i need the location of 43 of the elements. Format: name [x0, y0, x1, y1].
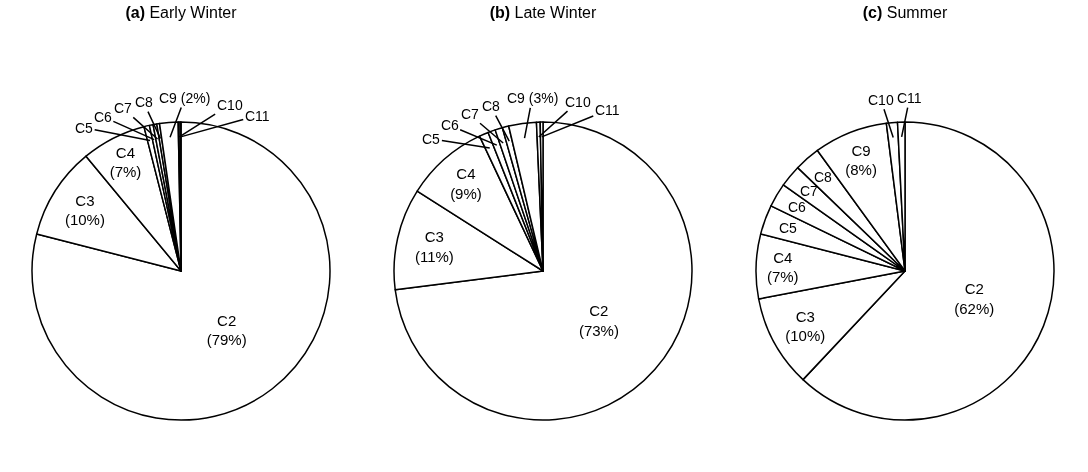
- slice-label: C2: [589, 302, 609, 320]
- slice-label: C10: [565, 94, 591, 110]
- slice-label: C5: [779, 220, 798, 236]
- slice-label: C11: [595, 102, 620, 118]
- slice-label: C11: [245, 108, 270, 124]
- slice-label: C9: [851, 141, 871, 159]
- slice-label: C3: [795, 307, 815, 325]
- data-label: (11%): [414, 247, 454, 265]
- chart-title: (c) Summer: [862, 4, 948, 22]
- slice-label: C2: [217, 311, 237, 329]
- slice-label: C10: [217, 97, 243, 113]
- slice-label: C7: [114, 100, 133, 116]
- slice-label: C5: [75, 120, 94, 136]
- data-label: (10%): [64, 211, 105, 229]
- slice-label: C8: [814, 169, 833, 185]
- slice-label: C9 (3%): [507, 90, 559, 106]
- data-label: (10%): [785, 327, 826, 345]
- data-label: (7%): [109, 163, 142, 181]
- slice-label: C3: [424, 228, 444, 246]
- slice-label: C3: [75, 191, 95, 209]
- slice-label: C9 (2%): [159, 90, 211, 106]
- slice-label: C10: [868, 92, 894, 108]
- chart-title: (b) Late Winter: [489, 4, 598, 22]
- slice-label: C8: [482, 98, 501, 114]
- data-label: (79%): [206, 331, 247, 349]
- data-label: (73%): [578, 321, 619, 339]
- slice-label: C4: [115, 143, 136, 161]
- data-label: (9%): [450, 184, 482, 202]
- data-label: (8%): [845, 161, 877, 179]
- data-label: (7%): [766, 268, 799, 286]
- data-label: (62%): [954, 299, 995, 317]
- slice-label: C8: [135, 94, 154, 110]
- slice-label: C4: [456, 165, 476, 183]
- slice-label: C7: [461, 106, 480, 122]
- slice-label: C2: [964, 280, 984, 298]
- chart-title: (a) Early Winter: [125, 4, 238, 22]
- slice-label: C6: [788, 199, 807, 215]
- slice-label: C11: [897, 90, 922, 106]
- slice-label: C5: [422, 131, 441, 147]
- slice-label: C4: [773, 248, 793, 266]
- slice-label: C7: [800, 183, 819, 199]
- slice-label: C6: [441, 117, 460, 133]
- slice-label: C6: [94, 109, 113, 125]
